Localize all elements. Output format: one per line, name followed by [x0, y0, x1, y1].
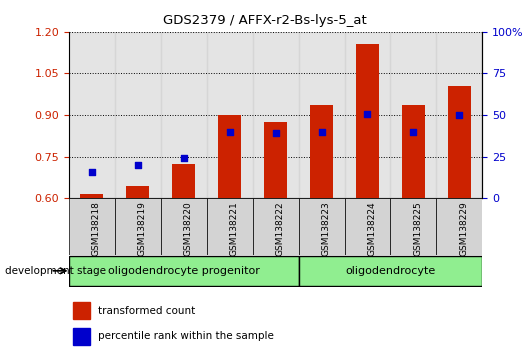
- Point: [134, 162, 142, 168]
- Bar: [126, 186, 149, 198]
- Text: GSM138225: GSM138225: [413, 201, 422, 256]
- Text: GSM138229: GSM138229: [460, 201, 469, 256]
- Bar: [310, 105, 333, 198]
- Text: GSM138219: GSM138219: [138, 201, 147, 256]
- Bar: [253, 32, 298, 198]
- Bar: [298, 198, 344, 255]
- Text: GSM138220: GSM138220: [184, 201, 193, 256]
- Text: percentile rank within the sample: percentile rank within the sample: [98, 331, 273, 341]
- Text: development stage: development stage: [5, 266, 107, 276]
- Bar: [69, 32, 115, 198]
- Bar: [115, 32, 161, 198]
- Bar: [172, 164, 195, 198]
- Bar: [207, 32, 253, 198]
- Bar: [207, 198, 253, 255]
- Bar: [344, 198, 391, 255]
- Point: [271, 130, 280, 136]
- Bar: [391, 32, 436, 198]
- Bar: [436, 32, 482, 198]
- Point: [317, 129, 326, 135]
- Bar: [391, 198, 436, 255]
- Point: [180, 155, 188, 161]
- Bar: [69, 198, 115, 255]
- Text: GSM138218: GSM138218: [92, 201, 101, 256]
- Text: GSM138224: GSM138224: [367, 201, 376, 256]
- Bar: [73, 302, 90, 319]
- Bar: [298, 256, 482, 286]
- Text: GSM138221: GSM138221: [229, 201, 239, 256]
- Point: [455, 112, 464, 118]
- Bar: [402, 105, 425, 198]
- Text: GSM138222: GSM138222: [276, 201, 285, 256]
- Bar: [81, 194, 103, 198]
- Text: oligodendrocyte progenitor: oligodendrocyte progenitor: [108, 266, 260, 276]
- Bar: [436, 198, 482, 255]
- Bar: [298, 32, 344, 198]
- Bar: [218, 115, 241, 198]
- Bar: [69, 256, 298, 286]
- Text: oligodendrocyte: oligodendrocyte: [346, 266, 436, 276]
- Point: [87, 169, 96, 175]
- Bar: [161, 32, 207, 198]
- Text: transformed count: transformed count: [98, 306, 195, 316]
- Point: [363, 111, 372, 116]
- Bar: [253, 198, 298, 255]
- Text: GDS2379 / AFFX-r2-Bs-lys-5_at: GDS2379 / AFFX-r2-Bs-lys-5_at: [163, 14, 367, 27]
- Bar: [356, 44, 379, 198]
- Point: [409, 129, 418, 135]
- Bar: [115, 198, 161, 255]
- Bar: [448, 86, 471, 198]
- Text: GSM138223: GSM138223: [322, 201, 331, 256]
- Bar: [264, 122, 287, 198]
- Bar: [73, 328, 90, 345]
- Bar: [161, 198, 207, 255]
- Point: [225, 129, 234, 135]
- Bar: [344, 32, 391, 198]
